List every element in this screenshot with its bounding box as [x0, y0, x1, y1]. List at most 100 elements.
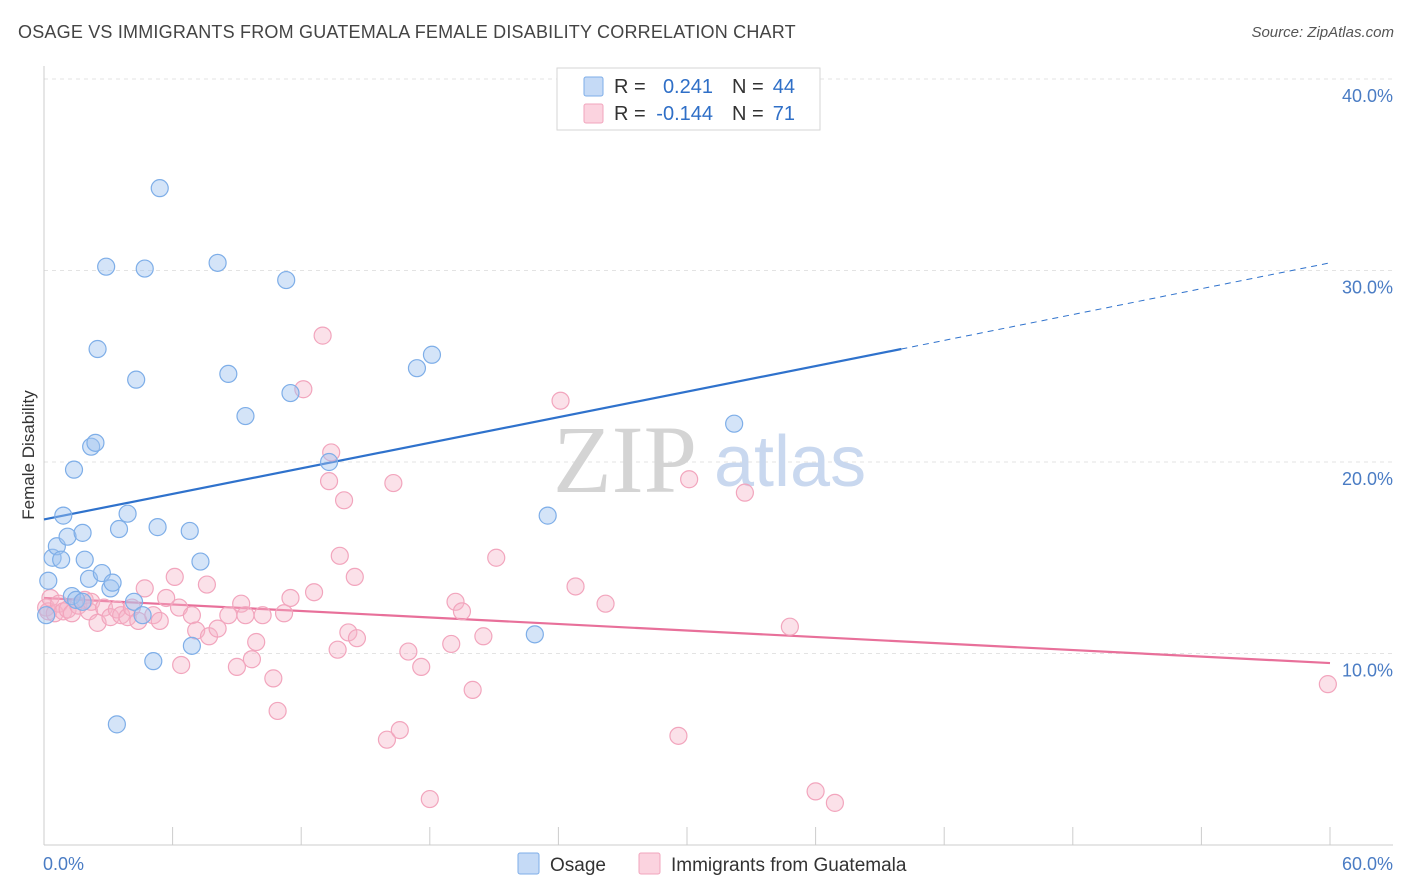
data-point-guatemala [135, 579, 154, 598]
data-point-osage [219, 364, 238, 384]
data-point-guatemala [345, 567, 364, 587]
data-point-osage [725, 414, 744, 433]
data-point-guatemala [412, 657, 431, 677]
stats-n-value-guatemala: 71 [773, 103, 795, 125]
y-axis-label: Female Disability [19, 390, 38, 520]
series-legend: Osage Immigrants from Guatemala [517, 852, 907, 876]
data-point-guatemala [1318, 675, 1337, 694]
data-point-osage [319, 452, 339, 472]
data-point-guatemala [281, 588, 300, 608]
data-point-osage [64, 460, 84, 479]
trend-line-guatemala [43, 596, 1331, 665]
data-point-guatemala [446, 592, 465, 611]
legend-label-osage: Osage [550, 855, 606, 876]
stats-legend-box: R = 0.241 N = 44 R = -0.144 N = 71 [556, 67, 821, 131]
chart-title: OSAGE VS IMMIGRANTS FROM GUATEMALA FEMAL… [18, 22, 796, 42]
data-point-guatemala [253, 606, 272, 625]
data-point-guatemala [197, 575, 216, 594]
data-point-osage [144, 652, 163, 671]
data-point-guatemala [399, 642, 418, 661]
data-point-osage [118, 504, 137, 523]
stats-swatch-guatemala [583, 103, 604, 124]
data-point-guatemala [334, 491, 354, 510]
stats-n-label-osage: N = [732, 76, 764, 98]
data-point-osage [538, 506, 557, 525]
data-point-osage [58, 527, 77, 546]
stats-r-value-osage: 0.241 [663, 76, 713, 98]
data-point-guatemala [390, 720, 409, 740]
stats-swatch-osage [583, 76, 604, 97]
stats-r-label-osage: R = [614, 76, 646, 98]
data-point-guatemala [442, 634, 461, 654]
data-point-guatemala [319, 472, 339, 491]
data-point-guatemala [474, 627, 493, 646]
data-point-guatemala [377, 730, 397, 749]
data-point-guatemala [172, 655, 191, 675]
data-point-guatemala [420, 789, 439, 809]
data-point-guatemala [182, 606, 201, 625]
data-point-guatemala [247, 632, 266, 652]
data-point-osage [191, 552, 210, 571]
data-point-guatemala [463, 680, 482, 699]
data-point-osage [73, 592, 92, 611]
data-point-guatemala [242, 650, 262, 669]
data-point-guatemala [313, 326, 332, 345]
legend-swatch-guatemala [638, 852, 661, 875]
data-point-guatemala [806, 782, 825, 801]
data-point-osage [281, 383, 300, 403]
data-point-osage [88, 339, 107, 359]
stats-r-value-guatemala: -0.144 [656, 103, 713, 125]
data-point-osage [135, 259, 154, 278]
data-point-osage [525, 625, 544, 644]
data-point-osage [133, 606, 152, 625]
data-point-guatemala [596, 594, 615, 613]
data-point-guatemala [227, 657, 246, 677]
data-point-guatemala [268, 701, 287, 721]
data-point-osage [182, 636, 201, 655]
data-point-guatemala [304, 583, 324, 602]
data-point-osage [39, 571, 58, 590]
data-point-osage [97, 257, 116, 276]
data-point-guatemala [566, 577, 585, 596]
grid-layer [44, 78, 1393, 654]
trend-line-extension-osage [901, 262, 1331, 350]
data-point-guatemala [347, 629, 367, 648]
data-point-guatemala [165, 567, 184, 587]
data-point-osage [54, 506, 73, 525]
legend-label-guatemala: Immigrants from Guatemala [671, 855, 907, 876]
y-tick-labels: 10.0% 20.0% 30.0% 40.0% [1342, 86, 1393, 681]
data-point-guatemala [825, 793, 844, 812]
data-point-guatemala [157, 588, 176, 608]
stats-n-value-osage: 44 [773, 76, 795, 98]
data-point-guatemala [487, 548, 506, 567]
watermark-atlas: atlas [714, 422, 866, 502]
x-tick-label-left: 0.0% [43, 854, 84, 874]
data-point-guatemala [452, 602, 472, 621]
data-point-guatemala [551, 391, 570, 410]
data-point-osage [148, 518, 167, 537]
data-point-osage [109, 519, 129, 539]
data-point-guatemala [150, 611, 169, 631]
data-point-osage [422, 345, 442, 364]
point-layer [37, 179, 1337, 812]
data-point-osage [67, 590, 86, 609]
trend-line-osage [43, 347, 902, 521]
watermark: ZIP atlas [553, 406, 866, 513]
data-point-osage [236, 406, 255, 426]
y-tick-label: 10.0% [1342, 661, 1393, 681]
data-point-guatemala [669, 726, 688, 745]
x-tick-label-right: 60.0% [1342, 854, 1393, 874]
data-point-guatemala [118, 608, 137, 627]
data-point-guatemala [264, 669, 283, 688]
y-tick-label: 30.0% [1342, 278, 1393, 298]
trend-layer [43, 262, 1331, 665]
data-point-osage [407, 359, 427, 378]
data-point-guatemala [232, 594, 251, 613]
watermark-zip: ZIP [553, 406, 697, 513]
data-point-osage [124, 592, 144, 611]
data-point-osage [180, 521, 199, 541]
data-point-osage [86, 433, 105, 452]
data-point-osage [103, 573, 122, 592]
data-point-osage [52, 550, 71, 569]
